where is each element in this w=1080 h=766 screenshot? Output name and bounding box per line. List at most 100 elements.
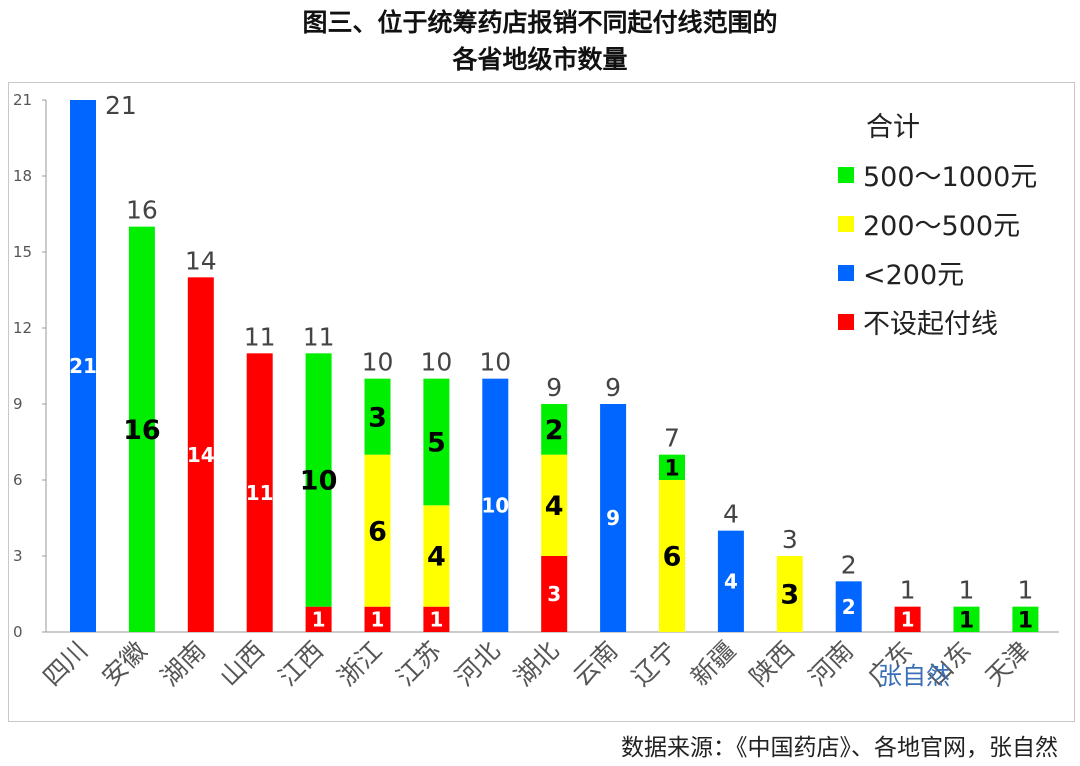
bar-3-series-0 (246, 353, 273, 632)
data-label-15-series-3: 1 (959, 608, 974, 633)
data-label-3-series-0: 11 (246, 481, 274, 505)
data-label-16-series-3: 1 (1018, 608, 1033, 633)
total-label-11: 4 (723, 500, 739, 529)
y-tick-label-4: 12 (13, 319, 32, 337)
legend-swatch-2 (838, 264, 854, 281)
x-tick-label-6: 江苏 (391, 636, 447, 692)
total-label-6: 10 (420, 348, 452, 377)
data-label-6-series-0: 1 (429, 608, 443, 632)
x-tick-label-10: 辽宁 (626, 636, 682, 692)
y-tick-label-0: 0 (13, 623, 23, 641)
data-label-12-series-2: 3 (780, 580, 799, 611)
data-label-5-series-0: 1 (371, 608, 385, 632)
bar-1-series-3 (128, 226, 155, 632)
data-label-11-series-1: 4 (724, 570, 738, 594)
chart-title-line-1: 图三、位于统筹药店报销不同起付线范围的 (302, 8, 778, 37)
y-tick-label-6: 18 (13, 167, 32, 185)
total-label-0: 21 (105, 91, 137, 120)
data-label-14-series-0: 1 (901, 608, 915, 632)
bar-10-series-2 (659, 480, 685, 632)
bar-11-series-1 (717, 530, 744, 632)
legend-title: 合计 (866, 112, 920, 143)
data-label-10-series-3: 1 (664, 456, 679, 481)
data-label-2-series-0: 14 (187, 443, 215, 467)
bar-9-series-1 (600, 404, 627, 632)
data-label-13-series-1: 2 (842, 595, 856, 619)
data-label-0-series-1: 21 (69, 354, 97, 378)
total-label-7: 10 (479, 348, 511, 377)
x-tick-label-3: 山西 (214, 636, 270, 692)
data-label-6-series-3: 5 (427, 428, 446, 459)
source-note: 数据来源：《中国药店》、各地官网，张自然 (621, 735, 1058, 761)
x-tick-label-2: 湖南 (155, 636, 211, 692)
total-label-15: 1 (959, 576, 975, 605)
total-label-4: 11 (303, 322, 335, 351)
legend-label-2: <200元 (863, 260, 965, 291)
data-label-10-series-2: 6 (663, 542, 682, 573)
bar-15-series-3 (953, 606, 980, 632)
bar-4-series-0 (305, 606, 332, 632)
x-tick-label-12: 陕西 (744, 636, 800, 692)
bar-2-series-0 (187, 277, 214, 632)
y-tick-label-1: 3 (13, 547, 23, 565)
total-label-14: 1 (900, 576, 916, 605)
bar-14-series-0 (894, 606, 921, 632)
data-label-8-series-0: 3 (547, 582, 561, 606)
legend-label-0: 500～1000元 (863, 162, 1038, 193)
bar-6-series-2 (423, 505, 450, 607)
y-tick-label-7: 21 (13, 91, 32, 109)
y-tick-label-2: 6 (13, 471, 23, 489)
legend-item-2: <200元 (838, 248, 1053, 297)
legend-swatch-0 (838, 166, 854, 183)
legend-label-1: 200～500元 (863, 211, 1021, 242)
legend-item-1: 200～500元 (838, 199, 1053, 248)
total-label-2: 14 (185, 246, 217, 275)
legend-item-0: 500～1000元 (838, 150, 1053, 199)
bar-5-series-2 (364, 454, 391, 607)
chart-title-line-2: 各省地级市数量 (452, 45, 628, 74)
data-label-8-series-3: 2 (545, 415, 564, 446)
x-tick-label-1: 安徽 (96, 636, 152, 692)
total-label-13: 2 (841, 550, 857, 579)
bar-5-series-3 (364, 378, 391, 455)
total-label-5: 10 (362, 348, 394, 377)
bar-13-series-1 (835, 581, 862, 632)
data-label-1-series-3: 16 (123, 415, 161, 446)
data-label-6-series-2: 4 (427, 542, 446, 573)
bar-8-series-2 (541, 454, 568, 556)
bar-16-series-3 (1012, 606, 1039, 632)
x-tick-label-4: 江西 (273, 636, 329, 692)
legend: 合计 500～1000元 200～500元 <200元 不设起付线 (838, 106, 1053, 346)
data-label-4-series-3: 10 (300, 466, 338, 497)
x-tick-label-0: 四川 (37, 636, 93, 692)
bar-5-series-0 (364, 606, 391, 632)
bar-10-series-3 (659, 454, 685, 480)
data-label-5-series-3: 3 (368, 402, 387, 433)
bar-0-series-1 (70, 100, 96, 632)
x-tick-label-5: 浙江 (332, 636, 388, 692)
bar-8-series-0 (541, 556, 568, 632)
bar-12-series-2 (776, 556, 803, 632)
x-tick-label-7: 河北 (450, 636, 506, 692)
y-tick-label-3: 9 (13, 395, 23, 413)
legend-item-3: 不设起付线 (838, 297, 1053, 346)
chart-title: 图三、位于统筹药店报销不同起付线范围的 各省地级市数量 (0, 4, 1080, 78)
bar-6-series-0 (423, 606, 450, 632)
data-label-9-series-1: 9 (606, 506, 620, 530)
total-label-16: 1 (1017, 576, 1033, 605)
watermark: 张自然 (878, 662, 950, 690)
legend-swatch-1 (838, 215, 854, 232)
bar-8-series-3 (541, 404, 568, 455)
bar-4-series-3 (305, 353, 332, 607)
total-label-10: 7 (664, 424, 680, 453)
bar-6-series-3 (423, 378, 450, 506)
data-label-8-series-2: 4 (545, 491, 564, 522)
bar-7-series-1 (482, 378, 509, 632)
total-label-3: 11 (244, 322, 276, 351)
x-tick-label-8: 湖北 (509, 636, 565, 692)
legend-swatch-3 (838, 313, 854, 330)
bar-chart: 0369121518212121四川1616安徽1414湖南1111山西1101… (13, 91, 1059, 692)
total-label-1: 16 (126, 196, 158, 225)
y-tick-label-5: 15 (13, 243, 32, 261)
data-label-4-series-0: 1 (312, 608, 326, 632)
